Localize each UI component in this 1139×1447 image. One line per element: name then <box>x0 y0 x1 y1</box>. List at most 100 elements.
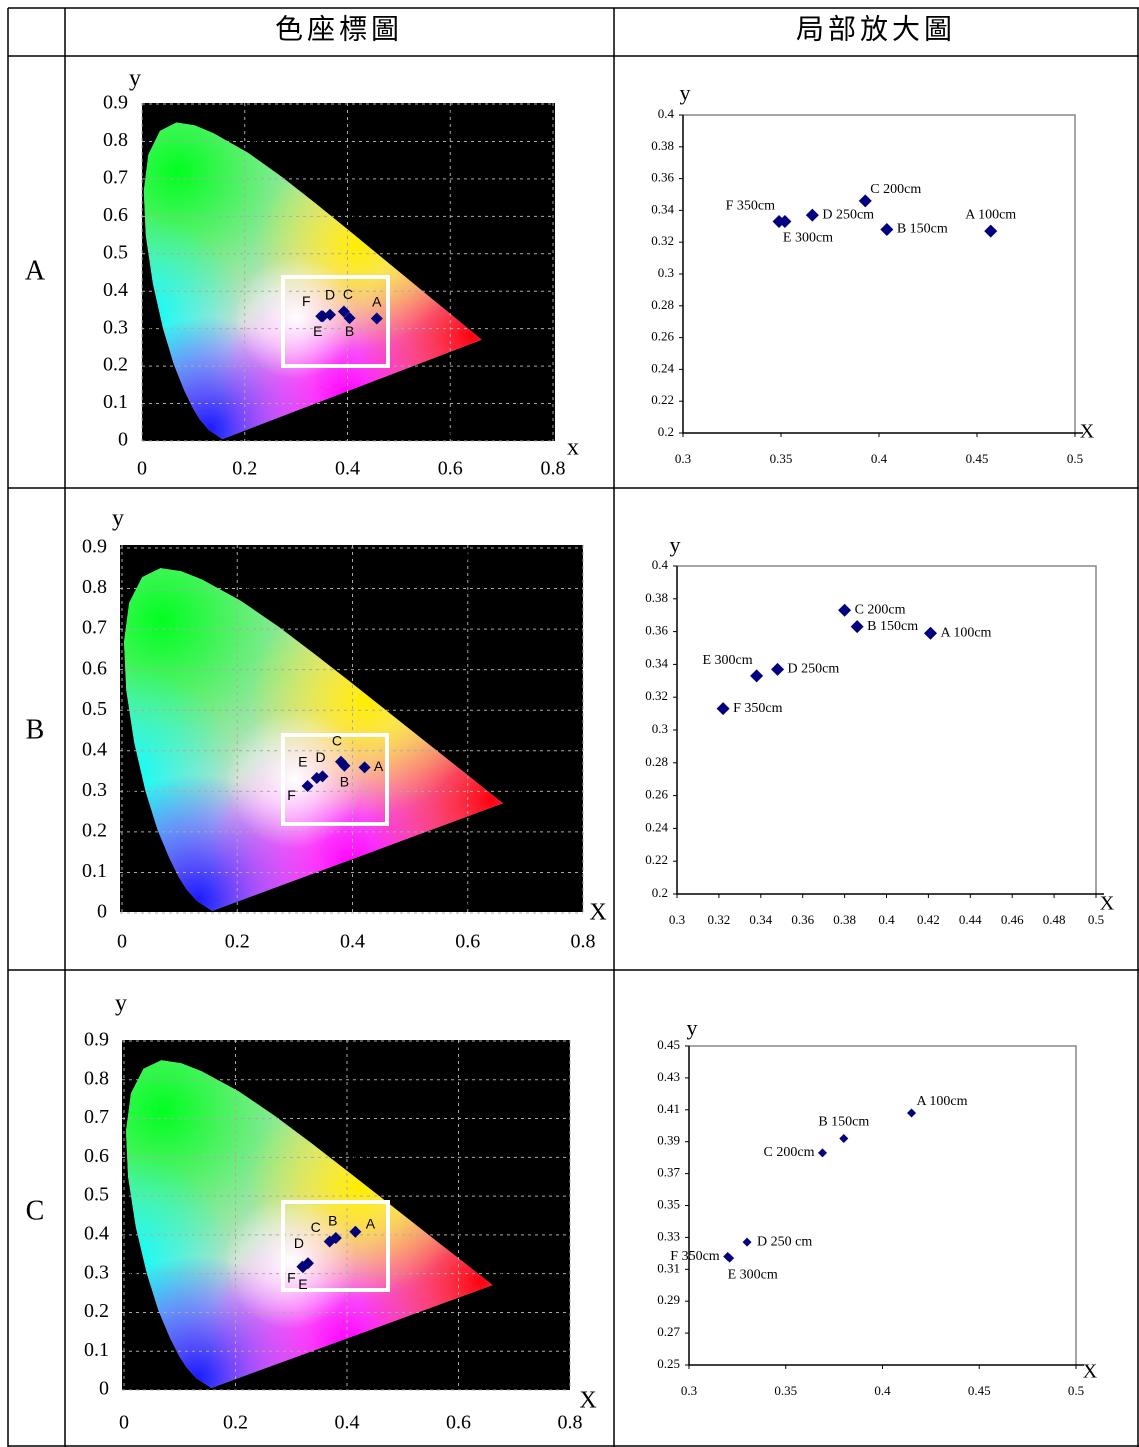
credit: www.efg2.com/lab <box>438 1374 536 1388</box>
x-tick-label: 0.2 <box>225 931 250 953</box>
y-tick-label: 0.3 <box>82 779 107 801</box>
diagram-title: CIE 1931 Chromaticity Diagram <box>389 1042 565 1056</box>
wavelength-label: 530 <box>207 563 224 574</box>
y-tick-label: 0.8 <box>82 576 107 598</box>
y-tick-label: 0.32 <box>645 688 668 703</box>
x-tick-label: 0.38 <box>833 912 856 927</box>
wavelength-label: 520 <box>147 550 164 561</box>
y-tick-label: 0.28 <box>645 754 668 769</box>
axis-label: X <box>1083 1361 1098 1383</box>
y-tick-label: 0.24 <box>651 360 674 375</box>
wavelength-label: 610 <box>465 1242 482 1253</box>
zoom-box <box>281 733 389 826</box>
column-header: 色座標圖 <box>275 13 403 45</box>
wavelength-label: 550 <box>287 161 304 172</box>
y-tick-label: 0.6 <box>84 1145 109 1167</box>
cie-diagram: 0 0.2 0.4 0.6 0.8 0 0.1 0.2 0.3 0.4 0.5 0.6 0.7 0.8 0.… <box>82 506 607 953</box>
data-point <box>315 310 328 323</box>
point-label: A <box>374 758 384 774</box>
data-point <box>818 1148 828 1158</box>
row-label: C <box>26 1195 45 1226</box>
y-tick-label: 0.5 <box>82 698 107 720</box>
x-tick-label: 0.2 <box>232 458 257 480</box>
axis-label: y <box>129 66 141 92</box>
y-tick-label: 0 <box>99 1378 109 1400</box>
data-point <box>984 224 998 238</box>
point-label: A 100cm <box>940 625 991 640</box>
point-label: B 150cm <box>897 222 948 237</box>
y-tick-label: 0.4 <box>652 557 669 572</box>
y-tick-label: 0.22 <box>645 852 668 867</box>
y-tick-label: 0.6 <box>82 657 107 679</box>
column-header: 局部放大圖 <box>796 13 956 45</box>
point-label: E <box>298 1276 307 1292</box>
x-tick-label: 0.3 <box>669 912 685 927</box>
y-tick-label: 0.5 <box>84 1184 109 1206</box>
diagram-subtitle: 1931 2-degree Observer <box>420 854 562 869</box>
diagram-subtitle: 1931 2-degree Observer <box>409 1333 551 1348</box>
point-label: A 100cm <box>965 207 1016 222</box>
wavelength-label: 630 <box>475 312 492 323</box>
x-tick-label: 0.4 <box>871 451 888 466</box>
point-label: E <box>298 754 307 770</box>
gamut-color <box>224 1195 359 1329</box>
y-tick-label: 0.25 <box>657 1356 680 1371</box>
wavelength-label: 570 <box>353 212 370 223</box>
point-label: E 300cm <box>783 231 833 246</box>
y-tick-label: 0.27 <box>657 1324 680 1339</box>
wavelength-label: 590 <box>428 720 445 731</box>
x-tick-label: 0.45 <box>966 451 989 466</box>
plot-border <box>677 565 1097 894</box>
credit: efg's Computer Lab <box>441 881 546 895</box>
wavelength-label: 590 <box>414 263 431 274</box>
wavelength-label: 30 <box>126 1267 138 1278</box>
y-tick-label: 0.26 <box>645 787 668 802</box>
axis-label: y <box>670 532 681 557</box>
wavelength-label: 550 <box>282 1100 299 1111</box>
data-point <box>839 1134 849 1144</box>
y-tick-label: 0.2 <box>652 885 668 900</box>
x-tick-label: 0.35 <box>770 451 793 466</box>
wavelength-label: 470 <box>175 423 192 434</box>
point-label: F 350cm <box>670 1249 720 1264</box>
wavelength-label: 630 <box>496 774 513 785</box>
y-tick-label: 0.8 <box>103 129 128 151</box>
y-tick-label: 0.24 <box>645 819 668 834</box>
y-tick-label: 0.4 <box>82 738 107 760</box>
point-label: C 200cm <box>764 1145 815 1160</box>
cie-diagram: 0 0.2 0.4 0.6 0.8 0 0.1 0.2 0.3 0.4 0.5 0.6 0.7 0.8 0.… <box>103 66 579 480</box>
table-grid <box>7 7 1139 1447</box>
axis-label: x <box>567 435 579 461</box>
y-tick-label: 0.37 <box>657 1165 680 1180</box>
y-tick-label: 0.2 <box>84 1300 109 1322</box>
x-tick-label: 0.5 <box>1088 912 1104 927</box>
x-tick-label: 0.4 <box>340 931 365 953</box>
y-tick-label: 0.8 <box>84 1067 109 1089</box>
axis-label: y <box>680 80 691 105</box>
data-point <box>296 1260 309 1273</box>
axis-line <box>682 115 1083 434</box>
data-point <box>772 215 786 229</box>
point-label: F 350cm <box>733 701 783 716</box>
x-tick-label: 0.5 <box>1068 1383 1084 1398</box>
x-tick-label: 0.8 <box>558 1412 583 1434</box>
wavelength-label: 570 <box>353 1154 370 1165</box>
x-tick-label: 0.45 <box>968 1383 991 1398</box>
x-tick-label: 0.6 <box>446 1412 471 1434</box>
wavelength-label: 480 <box>142 862 159 873</box>
y-tick-label: 0.38 <box>651 138 674 153</box>
x-tick-label: 0.4 <box>874 1383 891 1398</box>
x-tick-label: 0.4 <box>335 458 360 480</box>
y-tick-label: 0.9 <box>84 1029 109 1051</box>
data-point <box>310 771 323 784</box>
point-label: C <box>332 732 342 748</box>
data-point <box>716 702 730 716</box>
x-tick-label: 0.3 <box>681 1383 697 1398</box>
y-tick-label: 0.6 <box>103 204 128 226</box>
wavelength-label: 560 <box>322 637 339 648</box>
point-label: B <box>328 1213 337 1229</box>
row-label: A <box>25 255 46 286</box>
y-tick-label: 0.7 <box>84 1106 109 1128</box>
point-label: E 300cm <box>702 653 752 668</box>
y-tick-label: 0.5 <box>103 241 128 263</box>
